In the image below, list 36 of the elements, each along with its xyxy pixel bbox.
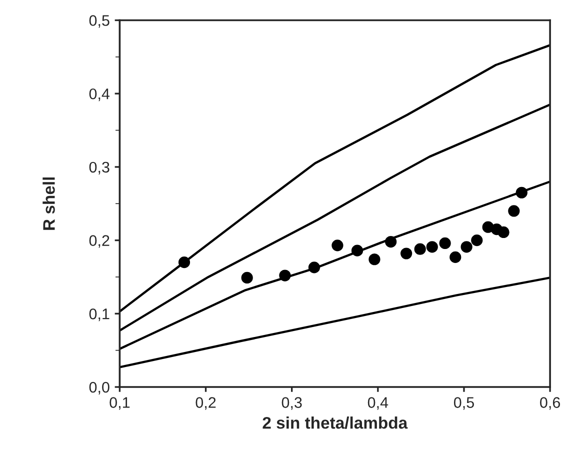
point <box>450 251 462 263</box>
y-tick-label: 0,1 <box>89 308 110 322</box>
x-tick-label: 0,4 <box>368 397 388 410</box>
x-tick-label: 0,5 <box>454 397 474 410</box>
y-tick-label: 0,0 <box>89 382 110 394</box>
point <box>508 205 520 217</box>
x-tick-label: 0,6 <box>540 397 560 410</box>
y-tick-label: 0,4 <box>89 88 110 102</box>
x-tick-label: 0,3 <box>282 397 302 410</box>
point <box>414 243 426 255</box>
point <box>351 244 364 256</box>
point <box>178 256 190 268</box>
x-axis-title: 2 sin theta/lambda <box>262 416 408 429</box>
line-series <box>120 180 550 350</box>
point <box>516 186 528 198</box>
point <box>368 254 380 266</box>
point <box>279 270 291 282</box>
x-tick-label: 0,1 <box>110 397 130 410</box>
point <box>400 248 412 260</box>
point <box>308 262 320 274</box>
line-series <box>120 103 550 332</box>
point <box>498 226 510 238</box>
y-tick-label: 0,5 <box>89 15 110 28</box>
point <box>460 241 472 253</box>
y-axis-title: R shell <box>42 177 55 230</box>
x-tick-label: 0,2 <box>196 397 216 410</box>
point <box>385 236 397 248</box>
line-series <box>120 276 550 368</box>
point <box>471 234 483 246</box>
y-tick-label: 0,3 <box>89 162 110 174</box>
y-tick-label: 0,2 <box>89 235 110 248</box>
point <box>332 240 344 252</box>
line-series <box>120 44 550 313</box>
point <box>426 241 438 253</box>
point <box>241 272 253 284</box>
point <box>439 237 451 250</box>
